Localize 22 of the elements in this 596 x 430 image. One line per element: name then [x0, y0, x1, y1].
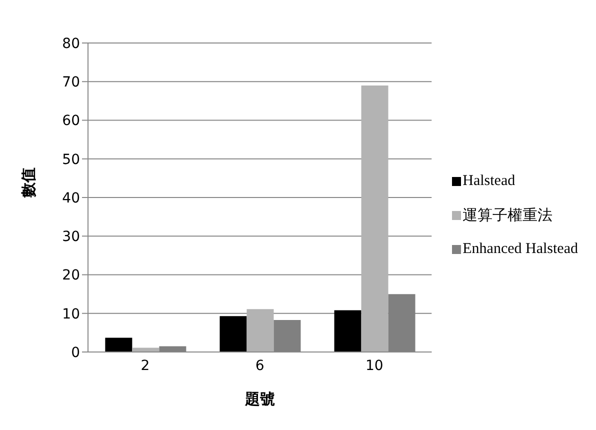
y-tick-label: 80 [62, 36, 80, 52]
x-tick-label: 10 [365, 358, 384, 374]
y-tick-label: 70 [62, 74, 80, 91]
y-tick-label: 0 [71, 344, 80, 361]
legend-label: Halstead [462, 172, 516, 190]
x-axis-title: 題號 [244, 390, 275, 408]
y-tick-label: 50 [62, 152, 80, 168]
bar [220, 316, 247, 352]
y-axis-title: 數值 [19, 168, 38, 198]
bar [361, 85, 388, 352]
y-tick-label: 60 [62, 113, 80, 130]
bar [105, 338, 132, 352]
y-tick-label: 40 [62, 190, 80, 206]
y-tick-label: 10 [62, 306, 80, 322]
x-tick-label: 6 [255, 358, 264, 374]
y-tick-label: 30 [62, 229, 80, 246]
y-tick-label: 20 [62, 268, 80, 284]
legend-label: 運算子權重法 [462, 206, 553, 224]
bar [334, 310, 362, 352]
x-tick-label: 2 [140, 358, 150, 374]
bar [246, 309, 274, 352]
legend-label: Enhanced Halstead [462, 240, 578, 258]
